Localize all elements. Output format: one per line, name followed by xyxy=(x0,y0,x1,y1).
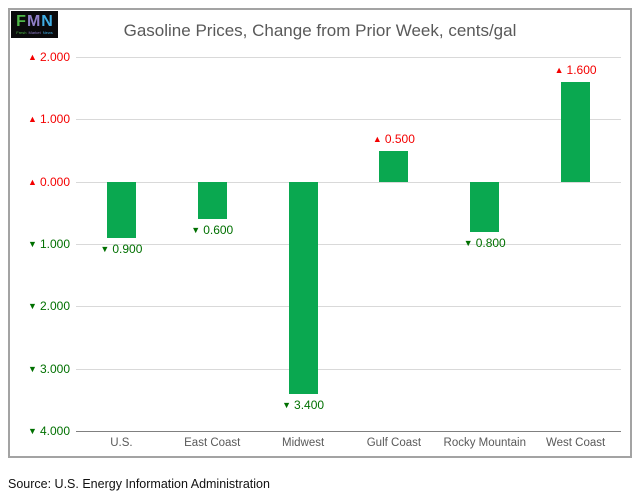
bar-value-label: ▼ 0.900 xyxy=(76,242,166,256)
down-triangle-icon: ▼ xyxy=(191,225,201,236)
gridline xyxy=(76,57,621,58)
y-axis-tick: ▲ 2.000 xyxy=(10,49,70,65)
bar xyxy=(561,81,591,182)
gridline xyxy=(76,306,621,308)
y-tick-value: 0.000 xyxy=(39,174,70,189)
down-triangle-icon: ▼ xyxy=(28,239,37,249)
category-label: Midwest xyxy=(281,437,325,449)
category-label: West Coast xyxy=(545,437,606,449)
y-tick-value: 1.000 xyxy=(39,112,70,127)
up-triangle-icon: ▲ xyxy=(554,64,564,75)
y-axis-tick: ▼ 4.000 xyxy=(10,423,70,439)
y-tick-value: 2.000 xyxy=(39,50,70,64)
bar-value-text: 3.400 xyxy=(294,397,325,412)
bar-value-label: ▼ 3.400 xyxy=(258,398,348,412)
down-triangle-icon: ▼ xyxy=(282,399,292,410)
bar-value-label: ▲ 0.500 xyxy=(349,132,439,146)
down-triangle-icon: ▼ xyxy=(100,243,110,254)
y-tick-value: 3.000 xyxy=(39,361,70,376)
up-triangle-icon: ▲ xyxy=(28,52,37,62)
y-axis-tick: ▲ 0.000 xyxy=(10,174,70,190)
gridline xyxy=(76,119,621,121)
logo-letters: F M N xyxy=(16,14,53,30)
logo-subtext: Fresh Market News xyxy=(16,31,52,35)
logo-letter: M xyxy=(26,13,41,30)
gridline xyxy=(76,431,621,432)
bar-value-text: 0.600 xyxy=(203,223,234,238)
gridline xyxy=(76,368,621,370)
bar-value-label: ▲ 1.600 xyxy=(531,63,621,77)
bar xyxy=(106,181,136,238)
up-triangle-icon: ▲ xyxy=(28,114,37,125)
y-axis-tick: ▲ 1.000 xyxy=(10,111,70,127)
y-axis-tick: ▼ 2.000 xyxy=(10,298,70,314)
down-triangle-icon: ▼ xyxy=(28,363,37,374)
logo-subtext-word: News xyxy=(42,30,53,35)
source-note: Source: U.S. Energy Information Administ… xyxy=(8,477,270,491)
down-triangle-icon: ▼ xyxy=(28,301,37,312)
category-label: East Coast xyxy=(184,437,241,449)
category-label: Gulf Coast xyxy=(366,437,422,449)
category-label: Rocky Mountain xyxy=(443,437,526,449)
chart-title: Gasoline Prices, Change from Prior Week,… xyxy=(123,21,517,40)
plot-area: ▼ 0.900 ▼ 0.600 ▼ 3.400 ▲ 0.500 ▼ 0.800 ▲ 1.600 xyxy=(76,57,621,432)
category-label: U.S. xyxy=(110,437,133,449)
y-tick-value: 2.000 xyxy=(39,299,70,314)
down-triangle-icon: ▼ xyxy=(463,237,473,248)
up-triangle-icon: ▲ xyxy=(28,176,37,187)
y-axis-tick: ▼ 3.000 xyxy=(10,361,70,377)
bar xyxy=(379,150,409,182)
y-tick-value: 4.000 xyxy=(39,424,70,438)
bar-value-text: 0.800 xyxy=(475,235,506,250)
up-triangle-icon: ▲ xyxy=(372,133,382,144)
bar-value-label: ▼ 0.600 xyxy=(167,223,257,237)
bar xyxy=(288,181,318,394)
bar-value-label: ▼ 0.800 xyxy=(440,236,530,250)
logo-subtext-word: Fresh xyxy=(16,30,27,35)
bar xyxy=(470,181,500,232)
bar-value-text: 0.900 xyxy=(112,241,143,256)
bar xyxy=(197,181,227,220)
bar-value-text: 0.500 xyxy=(384,131,415,146)
y-tick-value: 1.000 xyxy=(39,237,70,251)
fmn-logo: F M N Fresh Market News xyxy=(11,11,58,38)
y-axis-tick: ▼ 1.000 xyxy=(10,236,70,252)
chart-frame: F M N Fresh Market News Gasoline Prices,… xyxy=(8,8,632,458)
logo-letter: N xyxy=(41,13,53,30)
gridline xyxy=(76,181,621,183)
down-triangle-icon: ▼ xyxy=(28,426,37,436)
gridline xyxy=(76,244,621,245)
bar-value-text: 1.600 xyxy=(566,62,597,77)
logo-letter: F xyxy=(16,13,26,30)
logo-subtext-word: Market xyxy=(28,30,41,35)
